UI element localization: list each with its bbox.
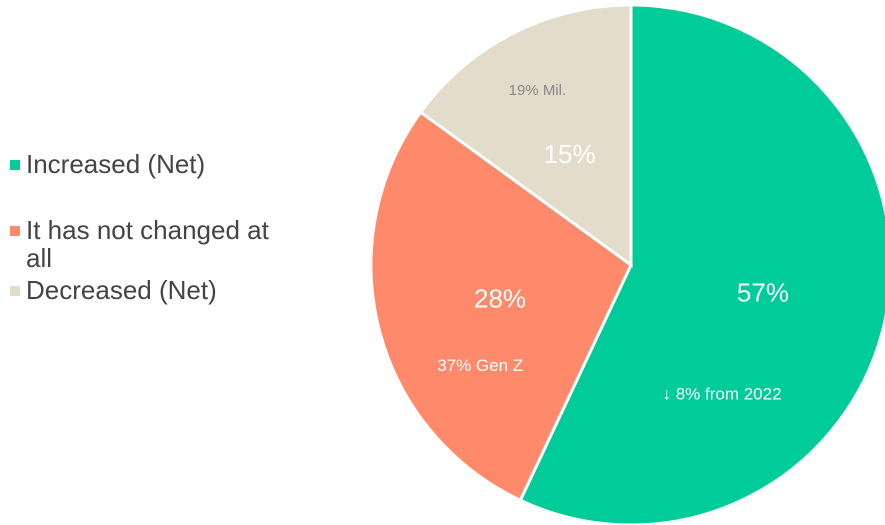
legend-item: Increased (Net) — [10, 150, 310, 178]
slice-note: 19% Mil. — [509, 82, 567, 99]
legend-swatch — [10, 286, 20, 296]
value-label: 15% — [544, 139, 596, 169]
legend-swatch — [10, 226, 20, 236]
legend-label: It has not changed at all — [26, 215, 269, 273]
value-label: 57% — [737, 277, 789, 307]
legend: Increased (Net) It has not changed at all… — [10, 150, 310, 304]
pie-slice — [369, 110, 633, 503]
legend-item: It has not changed at all — [10, 216, 310, 272]
value-label: 28% — [474, 283, 526, 313]
pie-slice — [418, 3, 633, 268]
legend-label: Increased (Net) — [26, 149, 206, 179]
slice-note: 37% Gen Z — [437, 356, 523, 375]
legend-swatch — [10, 160, 20, 170]
slice-note: ↓ 8% from 2022 — [662, 384, 781, 403]
legend-item: Decreased (Net) — [10, 276, 310, 304]
legend-label: Decreased (Net) — [26, 275, 217, 305]
